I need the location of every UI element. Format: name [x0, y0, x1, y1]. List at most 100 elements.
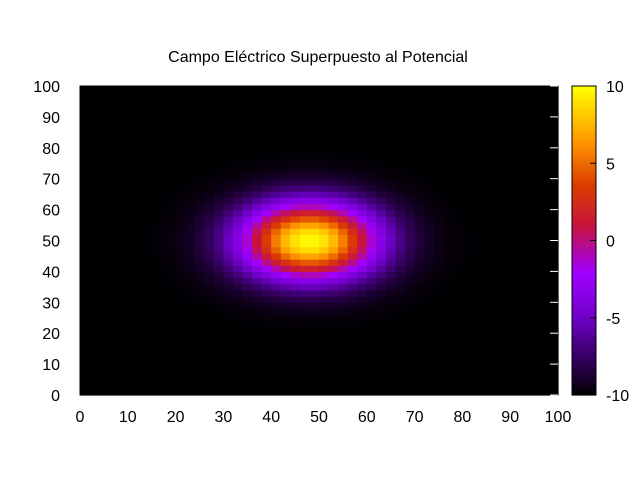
heatmap-cell: [99, 259, 110, 266]
heatmap-cell: [319, 296, 330, 303]
heatmap-cell: [510, 197, 521, 205]
colorbar-swatch: [572, 366, 596, 370]
heatmap-cell: [156, 197, 167, 205]
heatmap-cell: [395, 203, 406, 211]
heatmap-cell: [223, 240, 234, 248]
heatmap-cell: [414, 104, 425, 112]
heatmap-cell: [328, 172, 339, 180]
heatmap-cell: [166, 259, 177, 266]
heatmap-cell: [108, 203, 119, 211]
heatmap-cell: [357, 209, 368, 217]
heatmap-cell: [424, 376, 435, 384]
heatmap-cell: [299, 314, 311, 322]
heatmap-cell: [271, 327, 282, 334]
heatmap-cell: [443, 277, 454, 285]
heatmap-cell: [366, 110, 377, 118]
colorbar-swatch: [572, 129, 596, 133]
heatmap-cell: [299, 302, 311, 310]
heatmap-cell: [328, 296, 339, 303]
heatmap-cell: [510, 351, 521, 359]
heatmap-cell: [347, 160, 358, 167]
heatmap-cell: [338, 209, 349, 217]
heatmap-cell: [347, 357, 358, 365]
heatmap-cell: [99, 123, 110, 130]
heatmap-cell: [213, 376, 224, 384]
heatmap-cell: [271, 246, 282, 254]
heatmap-cell: [462, 141, 473, 149]
heatmap-cell: [166, 252, 177, 260]
heatmap-cell: [290, 129, 301, 137]
heatmap-cell: [376, 98, 387, 106]
heatmap-cell: [89, 215, 100, 223]
heatmap-cell: [519, 351, 530, 359]
heatmap-cell: [471, 302, 483, 310]
heatmap-cell: [338, 327, 349, 334]
heatmap-cell: [319, 302, 330, 310]
heatmap-cell: [405, 215, 416, 223]
heatmap-cell: [271, 172, 282, 180]
heatmap-cell: [99, 277, 110, 285]
heatmap-cell: [213, 259, 224, 266]
heatmap-cell: [213, 160, 224, 167]
colorbar-swatch: [572, 307, 596, 311]
heatmap-cell: [366, 388, 377, 396]
heatmap-cell: [500, 357, 511, 365]
heatmap-cell: [491, 135, 502, 143]
heatmap-cell: [108, 259, 119, 266]
heatmap-cell: [99, 339, 110, 347]
heatmap-cell: [395, 141, 406, 149]
heatmap-cell: [452, 345, 463, 353]
heatmap-cell: [347, 129, 358, 137]
heatmap-cell: [232, 172, 244, 180]
heatmap-cell: [481, 388, 492, 396]
heatmap-cell: [185, 172, 196, 180]
heatmap-cell: [395, 364, 406, 371]
heatmap-cell: [510, 92, 521, 99]
heatmap-cell: [443, 215, 454, 223]
heatmap-cell: [405, 240, 416, 248]
heatmap-cell: [194, 110, 205, 118]
heatmap-cell: [548, 197, 559, 205]
heatmap-cell: [118, 191, 129, 198]
heatmap-cell: [118, 172, 129, 180]
heatmap-cell: [290, 178, 301, 186]
heatmap-cell: [319, 209, 330, 217]
heatmap-cell: [529, 364, 540, 371]
heatmap-cell: [80, 333, 91, 340]
heatmap-cell: [204, 191, 215, 198]
heatmap-cell: [99, 141, 110, 149]
heatmap-cell: [252, 320, 263, 328]
heatmap-cell: [500, 234, 511, 242]
heatmap-cell: [481, 327, 492, 334]
heatmap-cell: [89, 178, 100, 186]
heatmap-cell: [328, 333, 339, 340]
heatmap-cell: [538, 203, 550, 211]
heatmap-cell: [127, 259, 138, 266]
heatmap-cell: [519, 135, 530, 143]
heatmap-cell: [118, 221, 129, 229]
heatmap-cell: [385, 110, 397, 118]
heatmap-cell: [299, 339, 311, 347]
colorbar-swatch: [572, 273, 596, 278]
heatmap-cell: [519, 160, 530, 167]
heatmap-cell: [471, 289, 483, 297]
heatmap-cell: [232, 92, 244, 99]
heatmap-cell: [108, 123, 119, 130]
heatmap-cell: [242, 240, 253, 248]
heatmap-cell: [433, 228, 444, 235]
colorbar-swatch: [572, 137, 596, 141]
heatmap-cell: [357, 153, 368, 161]
heatmap-cell: [290, 135, 301, 143]
heatmap-cell: [280, 234, 291, 242]
heatmap-cell: [376, 345, 387, 353]
heatmap-cell: [156, 86, 167, 93]
y-tick-label: 70: [42, 172, 60, 189]
heatmap-cell: [146, 252, 158, 260]
heatmap-cell: [146, 357, 158, 365]
heatmap-cell: [127, 160, 138, 167]
heatmap-cell: [481, 382, 492, 390]
heatmap-cell: [156, 357, 167, 365]
heatmap-cell: [108, 376, 119, 384]
heatmap-cell: [405, 327, 416, 334]
colorbar-swatch: [572, 266, 596, 270]
